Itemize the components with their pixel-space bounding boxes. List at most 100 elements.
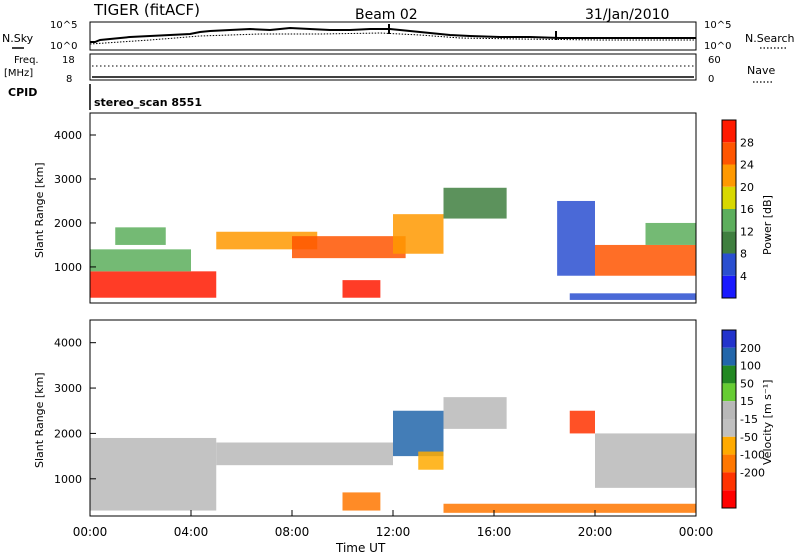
nave-tick-bottom: 0 <box>708 74 714 85</box>
power-region <box>443 187 507 219</box>
x-tick-label: 16:00 <box>477 525 512 539</box>
velocity-colorbar-tick: -15 <box>740 413 758 426</box>
power-colorbar-swatch <box>722 275 736 298</box>
power-colorbar-tick: 4 <box>740 270 747 283</box>
velocity-colorbar-tick: 100 <box>740 360 761 373</box>
velocity-ylabel: Slant Range [km] <box>33 372 46 468</box>
velocity-colorbar-label: Velocity [m s⁻¹] <box>761 380 774 465</box>
velocity-panel: 1000 2000 3000 4000 Slant Range [km] <box>33 319 697 517</box>
velocity-colorbar-tick: -100 <box>740 449 765 462</box>
freq-tick-bottom: 8 <box>66 74 72 85</box>
noise-panel: N.Sky 10^5 10^0 10^5 10^0 N.Search <box>2 20 795 52</box>
velocity-region <box>443 503 696 513</box>
velocity-ytick-label: 2000 <box>54 427 82 440</box>
cpid-value: stereo_scan 8551 <box>94 96 202 109</box>
velocity-colorbar-tick: -50 <box>740 431 758 444</box>
velocity-region <box>90 437 217 511</box>
power-ytick-label: 2000 <box>54 217 82 230</box>
power-colorbar-swatch <box>722 231 736 254</box>
nave-label: Nave <box>747 64 775 77</box>
power-region <box>595 244 696 276</box>
freq-panel: Freq. [MHz] 18 8 60 0 Nave <box>4 53 775 85</box>
velocity-ytick-label: 3000 <box>54 382 82 395</box>
velocity-colorbar-tick: 15 <box>740 395 754 408</box>
velocity-colorbar-swatch <box>722 365 736 384</box>
velocity-colorbar-swatch <box>722 330 736 348</box>
noise-right-tick-top: 10^5 <box>704 20 731 31</box>
x-tick-label: 00:00 <box>679 525 714 539</box>
power-region <box>90 249 191 272</box>
velocity-colorbar-frame <box>721 329 737 509</box>
velocity-regions <box>90 397 696 513</box>
velocity-colorbar-tick: 50 <box>740 377 754 390</box>
power-colorbar-tick: 20 <box>740 181 754 194</box>
velocity-region <box>342 492 381 511</box>
x-tick-label: 12:00 <box>376 525 411 539</box>
velocity-region <box>595 433 696 488</box>
velocity-colorbar-tick: -200 <box>740 466 765 479</box>
x-axis: 00:00 04:00 08:00 12:00 16:00 20:00 00:00 <box>73 510 714 539</box>
power-ylabel: Slant Range [km] <box>33 162 46 258</box>
velocity-colorbar-swatch <box>722 383 736 402</box>
power-panel: 1000 2000 3000 4000 Slant Range [km] <box>33 112 697 304</box>
noise-right-tick-bottom: 10^0 <box>704 41 731 52</box>
noise-left-tick-top: 10^5 <box>50 20 77 31</box>
power-colorbar-tick: 28 <box>740 136 754 149</box>
velocity-ytick-label: 1000 <box>54 473 82 486</box>
velocity-colorbar-tick: 200 <box>740 342 761 355</box>
power-colorbar-swatch <box>722 209 736 232</box>
velocity-colorbar-swatch <box>722 419 736 437</box>
noise-panel-frame <box>89 21 697 51</box>
velocity-region <box>418 451 444 470</box>
beam-label: Beam 02 <box>355 7 418 23</box>
velocity-ytick-label: 4000 <box>54 337 82 350</box>
power-colorbar-tick: 12 <box>740 225 754 238</box>
x-axis-title: Time UT <box>335 541 386 554</box>
power-region <box>569 293 696 300</box>
power-ytick-label: 4000 <box>54 129 82 142</box>
velocity-colorbar-swatch <box>722 454 736 473</box>
power-colorbar-label: Power [dB] <box>761 195 774 255</box>
freq-panel-frame <box>89 53 697 81</box>
velocity-colorbar-swatch <box>722 347 736 366</box>
freq-label: Freq. <box>14 55 39 66</box>
power-region <box>645 222 696 245</box>
noise-sky-label: N.Sky <box>2 32 34 45</box>
x-tick-label: 00:00 <box>73 525 108 539</box>
velocity-colorbar-swatch <box>722 490 736 508</box>
power-colorbar-swatch <box>722 164 736 187</box>
noise-sky-trace <box>90 26 696 43</box>
power-colorbar-frame <box>721 119 737 299</box>
velocity-yticks: 1000 2000 3000 4000 <box>54 337 96 486</box>
velocity-region <box>216 442 393 466</box>
power-region <box>115 227 166 245</box>
power-regions <box>90 187 696 300</box>
power-yticks: 1000 2000 3000 4000 <box>54 129 96 274</box>
x-tick-label: 08:00 <box>275 525 310 539</box>
power-colorbar-tick: 16 <box>740 203 754 216</box>
cpid-panel: CPID stereo_scan 8551 <box>8 84 202 110</box>
power-region <box>292 236 406 259</box>
velocity-region <box>393 410 444 457</box>
freq-tick-top: 18 <box>62 55 75 66</box>
noise-search-label: N.Search <box>745 32 795 45</box>
x-tick-label: 04:00 <box>174 525 209 539</box>
power-region <box>342 280 381 298</box>
power-colorbar-tick: 8 <box>740 248 747 261</box>
velocity-colorbar: 200 100 50 15 -15 -50 -100 -200 <box>721 329 765 509</box>
noise-search-trace <box>89 32 696 45</box>
power-colorbar-swatch <box>722 186 736 209</box>
power-colorbar-tick: 24 <box>740 159 754 172</box>
velocity-region <box>443 397 507 429</box>
x-tick-label: 20:00 <box>578 525 613 539</box>
plot-title: TIGER (fitACF) <box>93 1 200 19</box>
power-plot-frame <box>89 112 697 304</box>
power-colorbar: 4 8 12 16 20 24 28 <box>721 119 754 299</box>
velocity-colorbar-swatch <box>722 436 736 455</box>
power-ytick-label: 1000 <box>54 261 82 274</box>
power-region <box>393 214 444 254</box>
power-ytick-label: 3000 <box>54 173 82 186</box>
velocity-region <box>569 410 595 434</box>
power-region <box>90 271 217 298</box>
